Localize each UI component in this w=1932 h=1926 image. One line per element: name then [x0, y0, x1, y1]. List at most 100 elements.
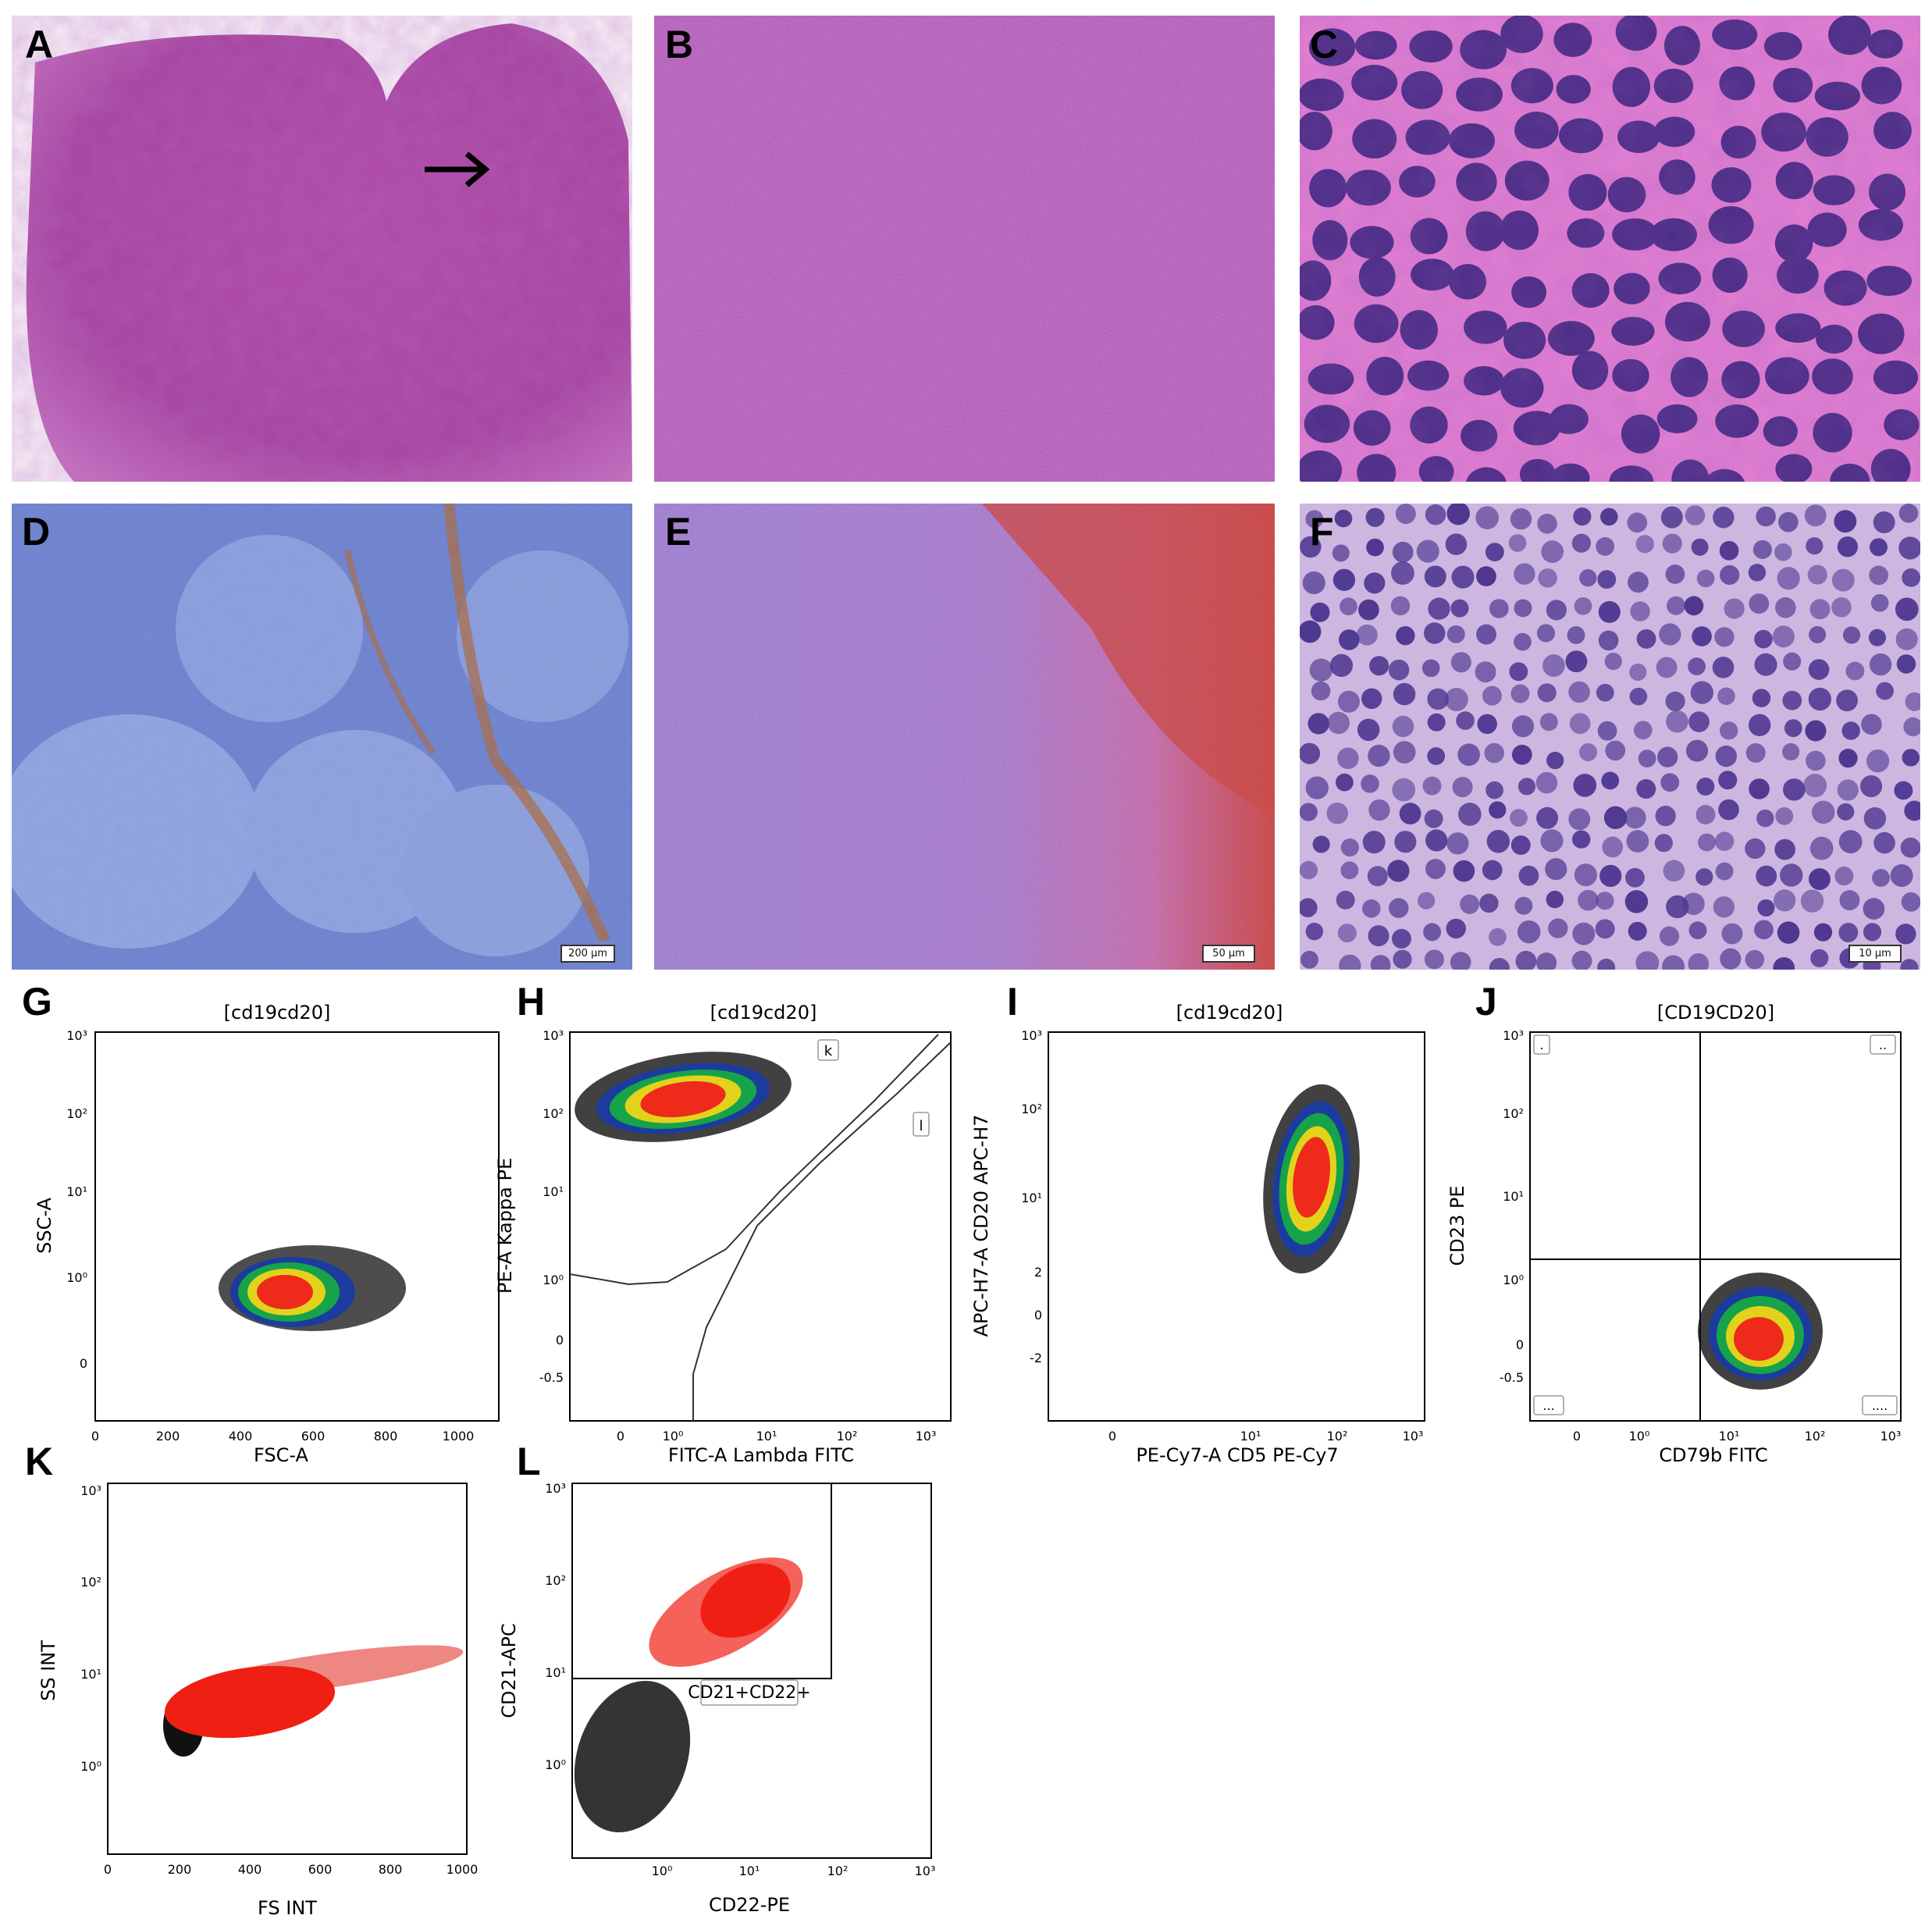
- quadrant-label-ur: ..: [1879, 1038, 1887, 1052]
- x-axis-label: CD79b FITC: [1659, 1444, 1768, 1466]
- plot-title: [cd19cd20]: [224, 1002, 331, 1024]
- cell-nucleus: [1600, 507, 1618, 526]
- cell-nucleus: [1358, 599, 1379, 621]
- cell-nucleus: [1489, 958, 1510, 970]
- x-tick: 800: [374, 1429, 398, 1444]
- y-tick: 10³: [543, 1028, 564, 1043]
- cell-nucleus: [1423, 622, 1446, 644]
- cell-nucleus: [1540, 829, 1564, 853]
- cell-nucleus: [1597, 721, 1617, 741]
- quadrant-label-ll: ...: [1542, 1398, 1554, 1413]
- cell-nucleus: [1340, 597, 1357, 616]
- cell-nucleus: [1657, 746, 1678, 767]
- cell-nucleus: [1749, 593, 1770, 614]
- cell-nucleus: [1305, 776, 1329, 799]
- cell-nucleus: [1416, 539, 1439, 563]
- cell-nucleus: [1340, 861, 1359, 880]
- cell-nucleus: [1896, 654, 1916, 674]
- cell-nucleus: [1569, 713, 1591, 735]
- cell-nucleus: [1395, 504, 1416, 525]
- cell-nucleus: [1596, 683, 1614, 702]
- cell-nucleus: [1718, 799, 1739, 821]
- cell-nucleus: [1803, 774, 1827, 798]
- cell-nucleus: [1357, 718, 1380, 742]
- panel-h-label: H: [517, 980, 546, 1024]
- cell-nucleus: [1660, 773, 1680, 792]
- cell-nucleus: [1537, 514, 1557, 534]
- cell-nucleus: [1536, 624, 1556, 643]
- cell-nucleus: [1597, 958, 1616, 970]
- cell-nucleus: [1482, 685, 1502, 706]
- cell-nucleus: [1902, 568, 1920, 587]
- event-cloud: [575, 1052, 792, 1142]
- cell-nucleus: [1895, 597, 1919, 621]
- y-tick: 10³: [80, 1483, 101, 1498]
- x-tick: 600: [301, 1429, 326, 1444]
- cell-nucleus: [1370, 955, 1391, 970]
- cell-nucleus: [1754, 629, 1773, 649]
- cell-nucleus: [1715, 745, 1738, 767]
- cell-nucleus: [1714, 627, 1735, 647]
- cell-nucleus: [1870, 538, 1888, 557]
- cell-nucleus: [1368, 799, 1390, 821]
- panel-f-label: F: [1310, 510, 1334, 554]
- x-axis-label: CD22-PE: [709, 1894, 790, 1916]
- cell-nucleus: [1450, 599, 1469, 618]
- cell-nucleus: [1305, 510, 1324, 529]
- cell-nucleus: [1337, 747, 1359, 770]
- cell-nucleus: [1745, 838, 1766, 860]
- cell-nucleus: [1538, 568, 1557, 588]
- cell-nucleus: [1900, 959, 1919, 970]
- cell-nucleus: [1745, 742, 1766, 763]
- cell-nucleus: [1546, 890, 1564, 909]
- cell-nucleus: [1568, 808, 1591, 831]
- y-tick: 10²: [545, 1573, 566, 1588]
- cell-nucleus: [1366, 538, 1384, 557]
- cell-nucleus: [1601, 771, 1620, 790]
- cell-nucleus: [1312, 835, 1330, 853]
- cell-nucleus: [1510, 684, 1530, 703]
- cell-nucleus: [1597, 570, 1617, 589]
- cell-nucleus: [1890, 864, 1913, 888]
- cell-nucleus: [1714, 831, 1735, 851]
- cell-nucleus: [1475, 661, 1496, 683]
- cell-nucleus: [1809, 625, 1827, 643]
- x-tick: 10²: [827, 1864, 849, 1878]
- cell-nucleus: [1836, 689, 1859, 712]
- x-tick: 10³: [1403, 1429, 1424, 1444]
- cell-nucleus: [1510, 835, 1531, 855]
- cell-nucleus: [1780, 863, 1803, 887]
- cell-nucleus: [1782, 742, 1800, 761]
- cell-nucleus: [1368, 925, 1389, 947]
- cell-nucleus: [1748, 564, 1767, 582]
- cell-nucleus: [1427, 713, 1446, 732]
- cell-nucleus: [1718, 771, 1738, 790]
- x-axis-label: FS INT: [258, 1897, 317, 1919]
- cell-nucleus: [1713, 507, 1735, 529]
- cell-nucleus: [1399, 803, 1421, 825]
- x-tick: 10³: [1880, 1429, 1902, 1444]
- cell-nucleus: [1361, 774, 1379, 793]
- cell-nucleus: [1863, 923, 1882, 942]
- cell-nucleus: [1332, 568, 1356, 591]
- cell-nucleus: [1688, 953, 1710, 970]
- cell-nucleus: [1514, 896, 1533, 915]
- cell-nucleus: [1421, 659, 1440, 678]
- cell-nucleus: [1752, 539, 1772, 560]
- cell-nucleus: [1831, 568, 1855, 592]
- x-tick: 10³: [916, 1429, 937, 1444]
- cell-nucleus: [1536, 806, 1559, 829]
- cell-nucleus: [1578, 889, 1599, 911]
- cell-nucleus: [1778, 511, 1799, 532]
- cell-nucleus: [1807, 564, 1827, 585]
- cell-nucleus: [1800, 889, 1824, 913]
- panel-e-label: E: [665, 510, 692, 554]
- cell-nucleus: [1784, 719, 1802, 738]
- plot-title: [cd19cd20]: [710, 1002, 817, 1024]
- panel-a-image: [12, 16, 632, 482]
- cell-nucleus: [1339, 954, 1361, 970]
- cell-nucleus: [1424, 949, 1444, 970]
- cell-nucleus: [1876, 682, 1895, 700]
- cell-nucleus: [1572, 922, 1596, 945]
- cell-nucleus: [1715, 862, 1734, 881]
